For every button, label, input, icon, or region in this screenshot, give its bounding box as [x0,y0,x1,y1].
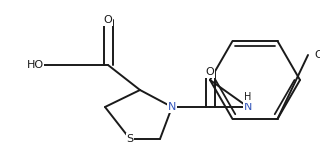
Text: HO: HO [27,60,44,70]
Text: S: S [126,134,133,144]
Text: N: N [168,102,176,112]
Text: O: O [206,67,214,77]
Text: Cl: Cl [314,50,320,60]
Text: H: H [244,92,252,102]
Text: O: O [104,15,112,25]
Text: N: N [244,102,252,112]
